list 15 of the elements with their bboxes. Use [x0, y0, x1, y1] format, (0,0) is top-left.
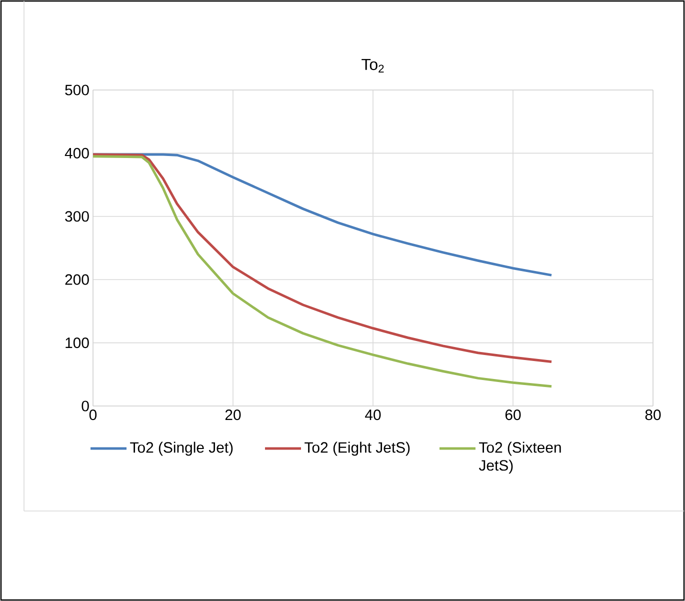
legend-label: To2 (Sixteen JetS) [478, 442, 561, 474]
x-tick-label: 40 [365, 410, 381, 420]
x-tick-label: 0 [89, 410, 97, 420]
y-tick-label: 500 [65, 84, 89, 96]
legend-label: To2 (Single Jet) [130, 442, 233, 456]
y-tick-label: 300 [65, 211, 89, 222]
legend-label: To2 (Eight JetS) [304, 442, 410, 456]
x-tick-label: 20 [225, 410, 241, 420]
y-tick-label: 0 [82, 400, 89, 412]
x-tick-label: 60 [505, 410, 521, 420]
y-tick-label: 200 [65, 274, 89, 285]
x-tick-label: 80 [645, 410, 661, 420]
y-tick-label: 100 [66, 338, 89, 348]
y-tick-label: 400 [64, 148, 89, 158]
chart-title: To$_{2}$ [362, 58, 384, 72]
